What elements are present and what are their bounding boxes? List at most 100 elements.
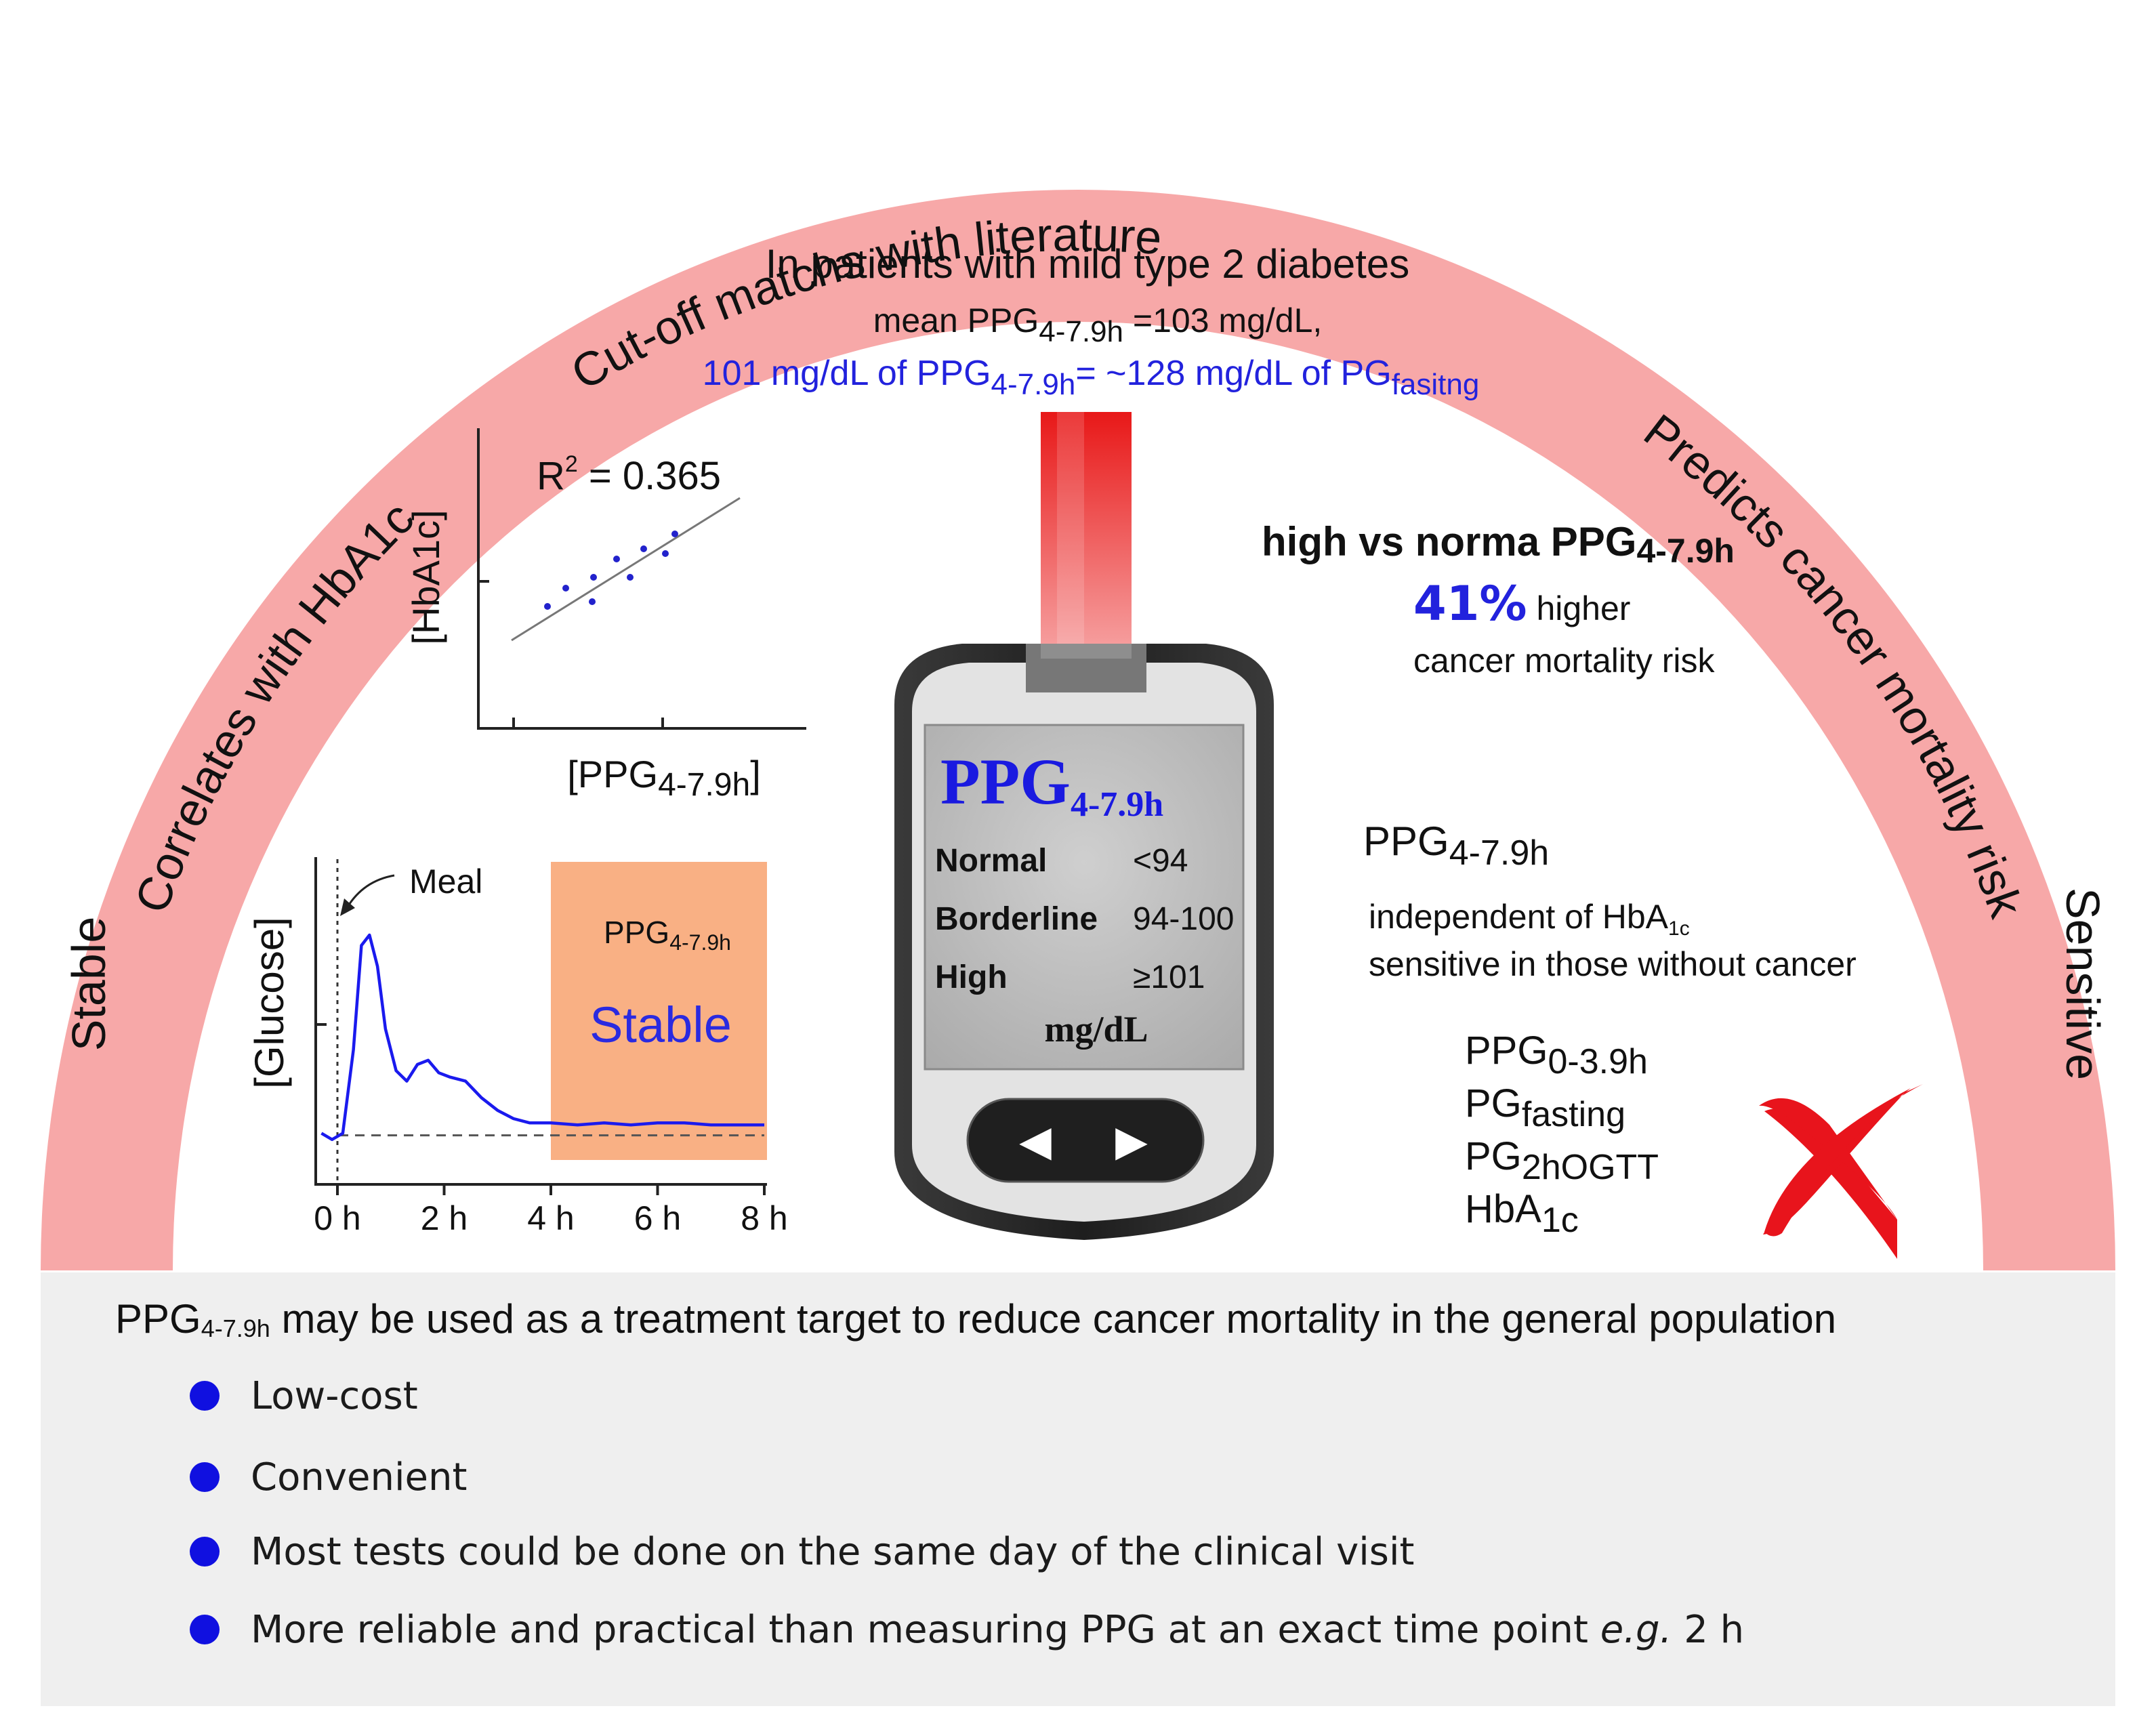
header-line2-sub: 4-7.9h [1039, 315, 1123, 348]
scatter-r2-annotation: R2 = 0.365 [537, 451, 721, 498]
scatter-point [562, 585, 569, 592]
scatter-xlabel: [PPG4-7.9h] [567, 753, 761, 803]
alternative-test-item: HbA1c [1465, 1187, 1579, 1240]
scatter-plot: R2 = 0.365 [HbA1c] [PPG4-7.9h] [405, 428, 806, 803]
independent-line: independent of HbA1c [1369, 898, 1690, 940]
summary-bullet-text: Convenient [251, 1455, 468, 1499]
header-line2-prefix: mean PPG [873, 302, 1039, 339]
scatter-point [589, 598, 596, 605]
ppg-label-sub: 4-7.9h [1449, 833, 1549, 873]
glucose-meter: PPG4-7.9h Normal <94 Borderline 94-100 High ≥… [894, 644, 1274, 1240]
red-cross-stroke-d [1764, 1088, 1911, 1237]
bullet-dot-icon [190, 1537, 220, 1567]
summary-title-base: PPG [115, 1296, 201, 1342]
summary-bullet-text: Most tests could be done on the same day… [251, 1529, 1415, 1574]
risk-title: high vs norma PPG4-7.9h [1262, 519, 1735, 570]
arc-label-upper-left: Correlates with HbA1c [125, 491, 423, 919]
scatter-point [590, 574, 597, 581]
meal-arrow-head [340, 898, 355, 916]
summary-bullet: More reliable and practical than measuri… [190, 1599, 1744, 1660]
summary-title: PPG4-7.9h may be used as a treatment tar… [115, 1295, 2080, 1343]
header-line2-suffix: =103 mg/dL, [1123, 302, 1322, 339]
meter-row-label: High [935, 959, 1008, 995]
meter-row-label: Normal [935, 843, 1047, 879]
sensitive-line: sensitive in those without cancer [1369, 945, 1857, 983]
meter-left-button[interactable]: ◀ [1019, 1118, 1052, 1165]
header-line3: 101 mg/dL of PPG4-7.9h= ~128 mg/dL of PG… [703, 354, 1480, 401]
scatter-xlabel-base: [PPG [567, 753, 658, 795]
header-line3-a: 101 mg/dL of PPG [703, 354, 991, 393]
summary-title-rest: may be used as a treatment target to red… [270, 1296, 1837, 1342]
alternative-test-item: PG2hOGTT [1465, 1134, 1659, 1187]
scatter-point [640, 545, 647, 552]
header-line3-sub2: fasitng [1392, 368, 1480, 401]
glucose-ylabel: [Glucose] [247, 917, 292, 1088]
summary-bullet: Low-cost [190, 1365, 418, 1426]
meter-rows: Normal <94 Borderline 94-100 High ≥101 [935, 843, 1234, 995]
test-strip [1041, 412, 1132, 650]
meter-strip-port-inner [1041, 644, 1132, 659]
highlight-stable-text: Stable [589, 997, 732, 1053]
meter-button-pad [966, 1098, 1205, 1183]
scatter-r2-rest: = 0.365 [578, 454, 721, 498]
risk-percent-line: 41% higher [1413, 576, 1630, 631]
risk-title-base: high vs norma PPG [1262, 519, 1636, 564]
meter-screen [924, 724, 1245, 1071]
ppg-label: PPG4-7.9h [1363, 818, 1549, 873]
header-line3-sub1: 4-7.9h [991, 368, 1076, 401]
header-line3-b: = ~128 mg/dL of PG [1075, 354, 1391, 393]
meter-row-value: <94 [1133, 843, 1188, 879]
meter-row-value: 94-100 [1133, 901, 1234, 937]
risk-title-sub: 4-7.9h [1636, 532, 1735, 570]
glucose-x-ticks: 0 h 2 h 4 h 6 h 8 h [314, 1184, 788, 1237]
arc-ring [41, 190, 2115, 1270]
scatter-point [671, 531, 678, 537]
independent-base: independent of HbA [1369, 898, 1669, 936]
summary-bullet-text: Low-cost [251, 1373, 418, 1418]
summary-bullet-text-tail: 2 h [1672, 1607, 1745, 1652]
arc-label-right: Sensitive [2056, 888, 2109, 1080]
independent-sub: 1c [1668, 917, 1690, 940]
glucose-curve [320, 933, 764, 1142]
meter-title: PPG4-7.9h [940, 745, 1163, 824]
summary-bullet-text-em: e.g. [1600, 1607, 1672, 1652]
scatter-trend-line [511, 497, 741, 642]
bullet-dot-icon [190, 1381, 220, 1411]
glucose-x-tick-label: 8 h [741, 1199, 788, 1237]
header-line1: In patients with mild type 2 diabetes [766, 241, 1410, 287]
meal-arrow [346, 874, 395, 909]
summary-bullet-text-main: More reliable and practical than measuri… [251, 1607, 1600, 1652]
stable-highlight-box [551, 862, 767, 1160]
summary-bullet: Most tests could be done on the same day… [190, 1521, 1415, 1582]
scatter-xlabel-end: ] [750, 753, 761, 795]
meal-annotation: Meal [409, 863, 482, 900]
alternative-test-item: PPG0-3.9h [1465, 1029, 1648, 1081]
glucose-x-tick-label: 2 h [421, 1199, 468, 1237]
highlight-label: PPG4-7.9h [604, 915, 731, 955]
meter-title-sub: 4-7.9h [1071, 785, 1163, 824]
scatter-xlabel-sub: 4-7.9h [658, 767, 750, 803]
test-strip-highlight [1057, 412, 1084, 650]
highlight-label-sub: 4-7.9h [669, 930, 731, 955]
highlight-label-base: PPG [604, 915, 669, 950]
glucose-chart: PPG4-7.9h Stable 0 h 2 h 4 h 6 h 8 h Meal [G… [247, 857, 788, 1237]
bullet-dot-icon [190, 1462, 220, 1492]
header-line2: mean PPG4-7.9h =103 mg/dL, [873, 302, 1323, 348]
summary-title-sub: 4-7.9h [201, 1314, 270, 1342]
scatter-point [544, 603, 551, 610]
risk-higher: higher [1527, 589, 1631, 627]
meter-right-button[interactable]: ▶ [1115, 1118, 1148, 1165]
scatter-point [613, 556, 620, 562]
glucose-x-tick-label: 6 h [634, 1199, 682, 1237]
risk-line2: cancer mortality risk [1413, 642, 1716, 680]
alternative-test-item: PGfasting [1465, 1081, 1625, 1134]
glucose-x-tick-label: 0 h [314, 1199, 361, 1237]
scatter-r2-sup: 2 [565, 451, 578, 477]
meter-unit: mg/dL [1044, 1009, 1148, 1050]
red-cross-icon [1759, 1084, 1923, 1259]
bullet-dot-icon [190, 1615, 220, 1644]
risk-percent: 41% [1413, 576, 1527, 631]
summary-bullet: Convenient [190, 1447, 467, 1508]
meter-row-value: ≥101 [1133, 959, 1205, 995]
